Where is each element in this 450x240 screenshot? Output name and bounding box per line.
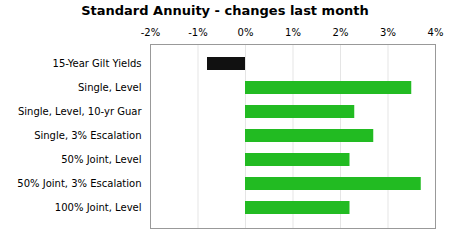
svg-text:15-Year Gilt Yields: 15-Year Gilt Yields	[53, 58, 142, 69]
svg-text:Single, 3% Escalation: Single, 3% Escalation	[34, 130, 141, 141]
svg-text:2%: 2%	[333, 27, 349, 38]
svg-text:0%: 0%	[238, 27, 254, 38]
svg-text:50% Joint, 3% Escalation: 50% Joint, 3% Escalation	[17, 178, 141, 189]
svg-text:50% Joint, Level: 50% Joint, Level	[61, 154, 141, 165]
svg-text:1%: 1%	[285, 27, 301, 38]
svg-text:-2%: -2%	[141, 27, 160, 38]
html-text:Standard Annuity - changes las: Standard Annuity - changes last month	[81, 3, 369, 18]
svg-text:-1%: -1%	[188, 27, 207, 38]
svg-text:Single, Level: Single, Level	[78, 82, 142, 93]
svg-text:3%: 3%	[380, 27, 396, 38]
svg-text:Single, Level, 10-yr Guar: Single, Level, 10-yr Guar	[18, 106, 142, 117]
svg-text:4%: 4%	[428, 27, 444, 38]
svg-text:100% Joint, Level: 100% Joint, Level	[55, 202, 142, 213]
